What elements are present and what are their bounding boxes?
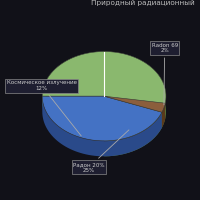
Polygon shape [42, 96, 162, 141]
Text: Природный радиационный: Природный радиационный [91, 0, 195, 6]
Text: Радон 20%
25%: Радон 20% 25% [73, 130, 129, 173]
Polygon shape [42, 96, 162, 156]
Polygon shape [104, 96, 165, 112]
Polygon shape [162, 103, 165, 128]
Text: Radon 69
2%: Radon 69 2% [152, 43, 178, 105]
Polygon shape [42, 52, 166, 141]
Text: Космическое излучение
12%: Космическое излучение 12% [7, 80, 81, 136]
Polygon shape [42, 52, 166, 156]
